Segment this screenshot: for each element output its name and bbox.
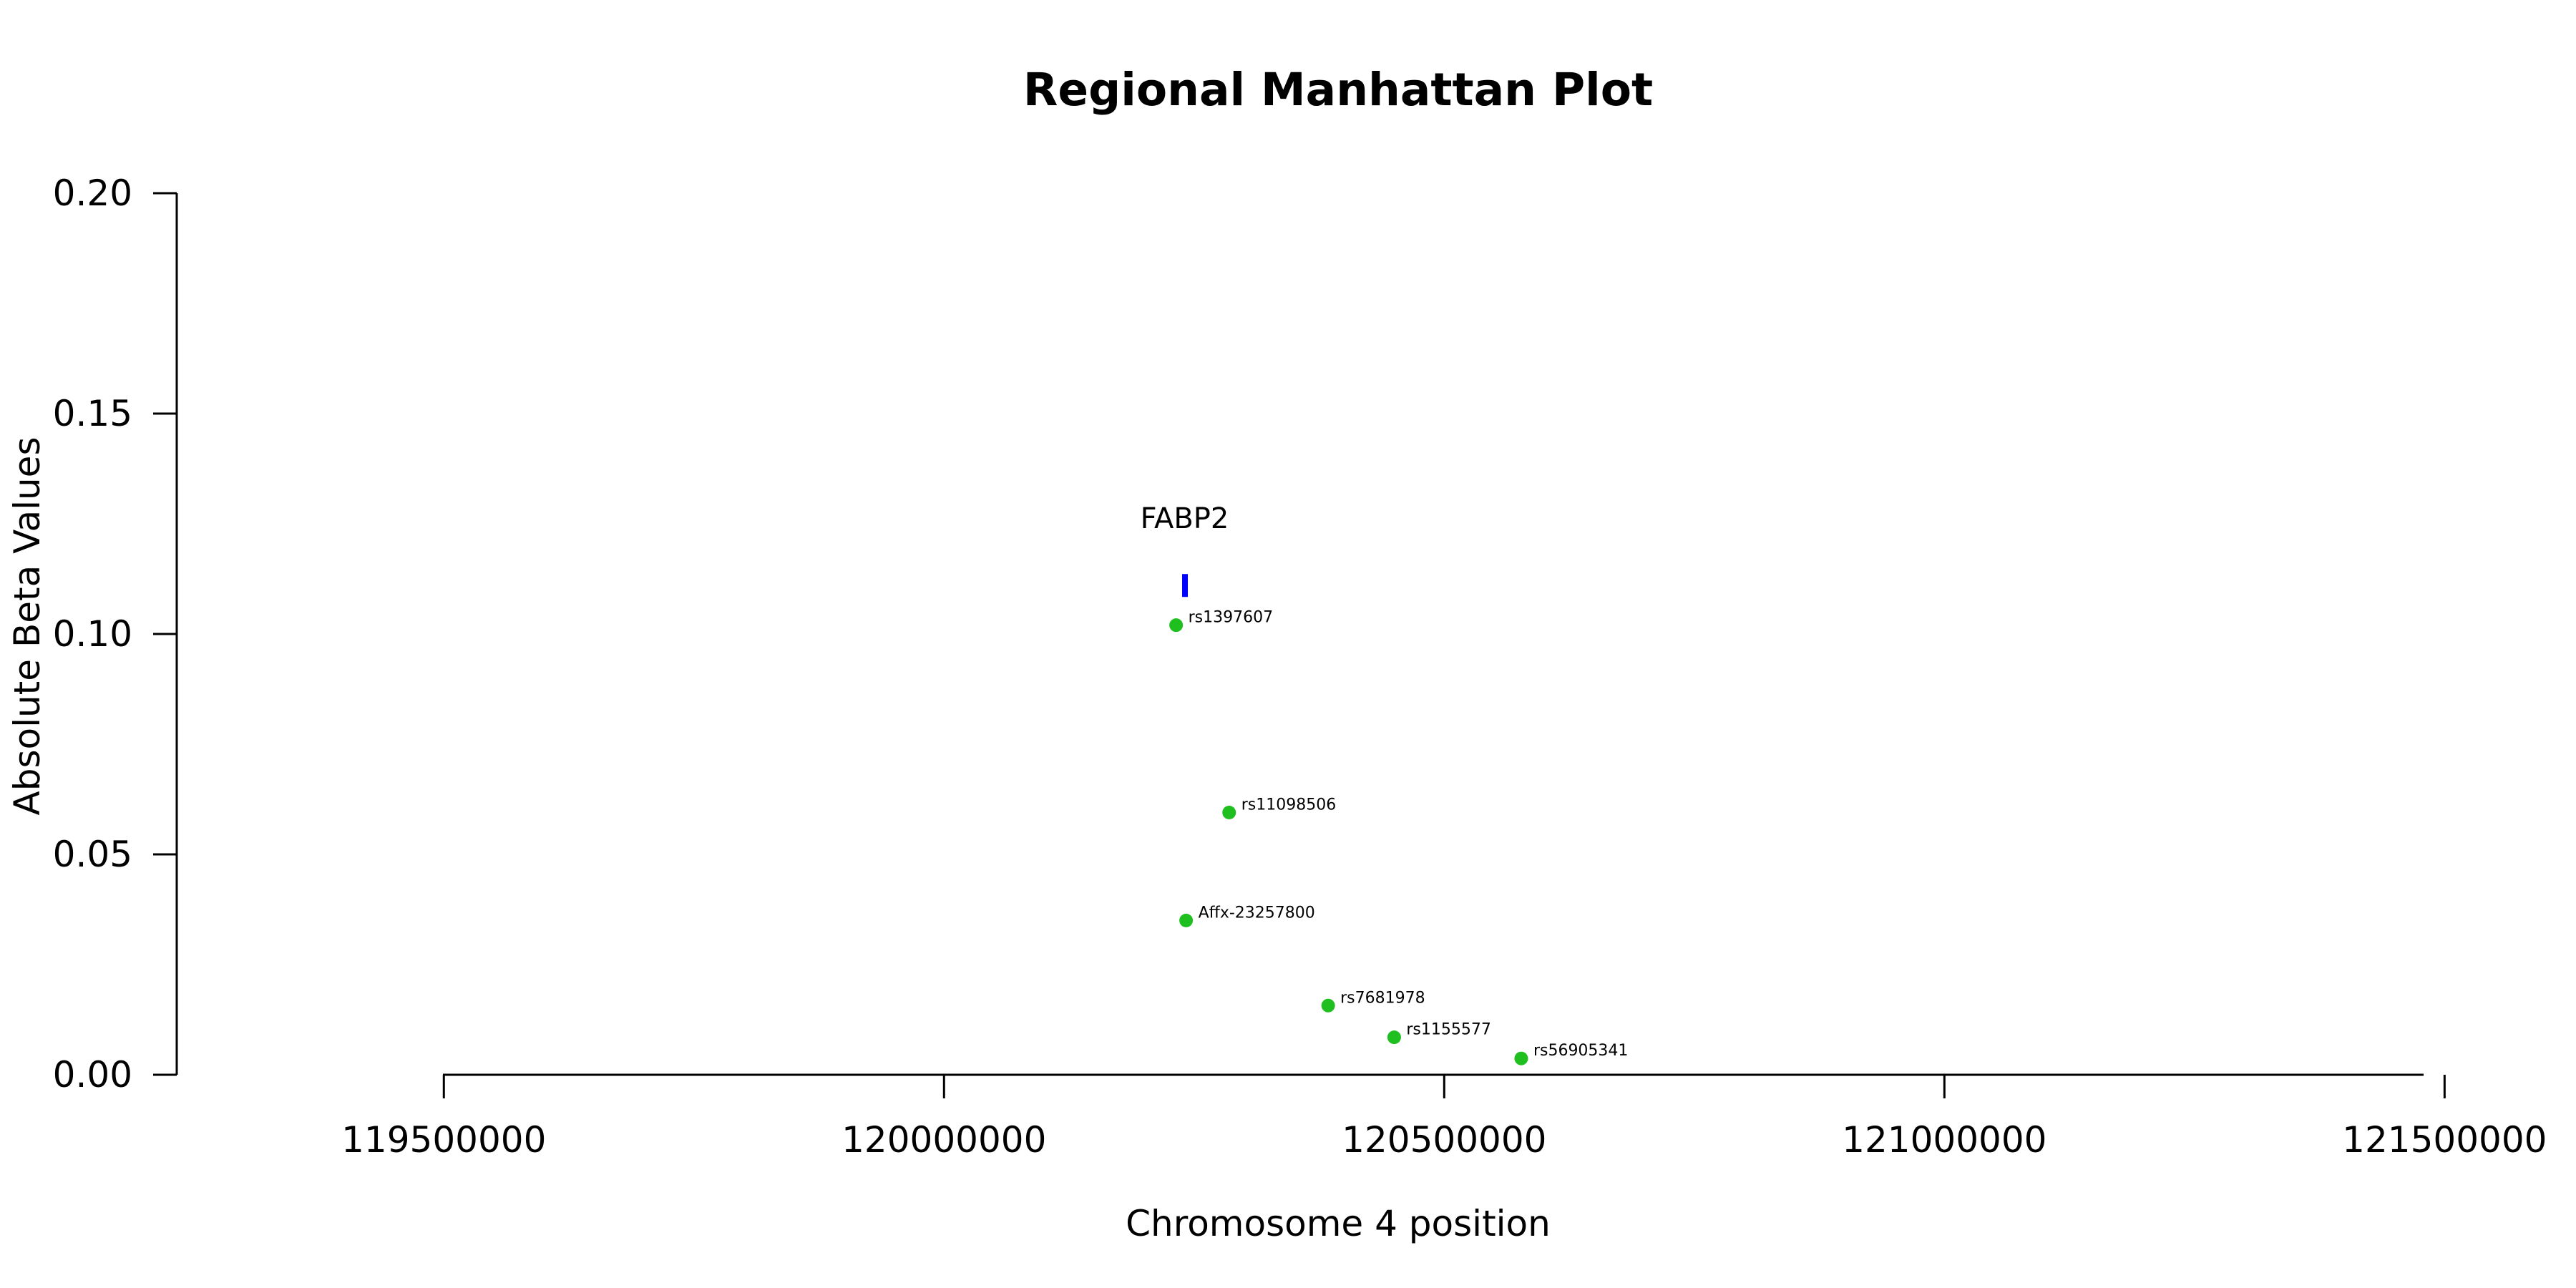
gene-label: FABP2: [1141, 502, 1229, 535]
snp-point-label: rs1155577: [1406, 1021, 1491, 1039]
snp-point-label: rs1397607: [1189, 609, 1274, 627]
y-axis-label: Absolute Beta Values: [6, 437, 48, 816]
y-tick-label: 0.10: [53, 613, 132, 655]
snp-points: rs1397607 rs11098506 Affx-23257800 rs768197…: [1169, 609, 1628, 1065]
x-axis-ticks: 119500000 120000000 120500000 121000000 1215…: [341, 1075, 2547, 1161]
x-tick-label: 119500000: [341, 1119, 546, 1161]
gene-track: FABP2: [1141, 502, 1229, 597]
snp-point: [1514, 1051, 1528, 1065]
y-tick-label: 0.00: [53, 1054, 132, 1096]
snp-point: [1222, 805, 1236, 819]
y-tick-label: 0.20: [53, 172, 132, 214]
x-tick-label: 120000000: [841, 1119, 1046, 1161]
chart-title: Regional Manhattan Plot: [1023, 64, 1653, 116]
snp-point-label: Affx-23257800: [1199, 904, 1315, 922]
snp-point-label: rs7681978: [1340, 989, 1425, 1007]
snp-point: [1387, 1030, 1401, 1045]
x-tick-label: 121000000: [1842, 1119, 2046, 1161]
snp-point: [1179, 913, 1194, 927]
snp-point-label: rs11098506: [1241, 796, 1336, 814]
snp-point: [1169, 618, 1184, 633]
x-tick-label: 120500000: [1342, 1119, 1546, 1161]
x-axis-label: Chromosome 4 position: [1126, 1203, 1551, 1244]
x-tick-label: 121500000: [2342, 1119, 2547, 1161]
y-tick-label: 0.05: [53, 834, 132, 875]
snp-point: [1321, 998, 1335, 1013]
snp-point-label: rs56905341: [1533, 1042, 1628, 1060]
y-axis-ticks: 0.00 0.05 0.10 0.15 0.20: [53, 172, 177, 1096]
gene-bar: [1182, 574, 1189, 597]
y-tick-label: 0.15: [53, 393, 132, 434]
